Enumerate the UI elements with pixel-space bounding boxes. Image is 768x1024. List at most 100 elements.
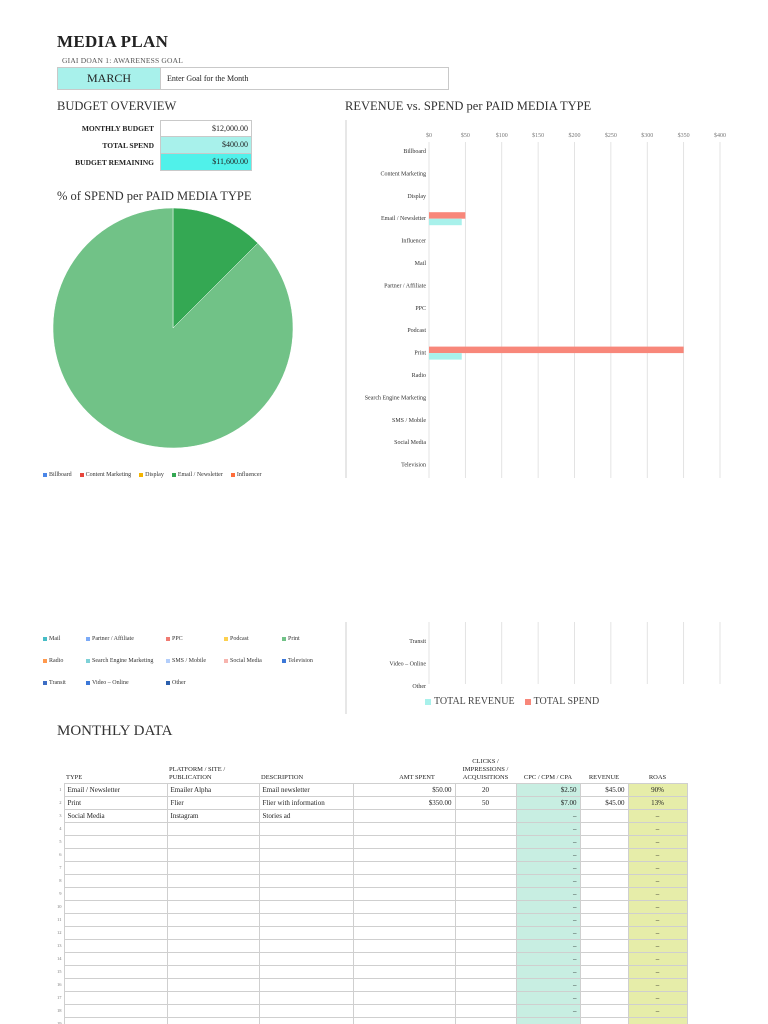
cell-amt[interactable] [352,952,456,966]
cell-clicks[interactable] [454,848,517,862]
cell-desc[interactable] [258,848,354,862]
cell-type[interactable]: Social Media [63,809,168,823]
cell-desc[interactable] [258,835,354,849]
cell-platform[interactable] [166,965,260,979]
cell-clicks[interactable] [454,926,517,940]
cell-amt[interactable] [352,848,456,862]
cell-amt[interactable] [352,874,456,888]
cell-amt[interactable] [352,991,456,1005]
cell-desc[interactable]: Email newsletter [258,783,354,797]
cell-desc[interactable] [258,1017,354,1024]
cell-type[interactable] [63,1017,168,1024]
cell-type[interactable]: Print [63,796,168,810]
cell-type[interactable] [63,965,168,979]
cell-rev[interactable] [579,913,629,927]
cell-amt[interactable]: $50.00 [352,783,456,797]
cell-platform[interactable] [166,952,260,966]
cell-clicks[interactable] [454,835,517,849]
cell-type[interactable] [63,822,168,836]
monthly-budget-value[interactable]: $12,000.00 [160,120,252,137]
cell-amt[interactable]: $350.00 [352,796,456,810]
cell-type[interactable] [63,900,168,914]
month-cell[interactable]: MARCH [57,67,161,90]
cell-rev[interactable] [579,926,629,940]
cell-desc[interactable]: Flier with information [258,796,354,810]
cell-platform[interactable] [166,835,260,849]
cell-rev[interactable] [579,835,629,849]
cell-clicks[interactable] [454,861,517,875]
cell-desc[interactable] [258,965,354,979]
cell-platform[interactable]: Flier [166,796,260,810]
cell-amt[interactable] [352,913,456,927]
cell-amt[interactable] [352,861,456,875]
cell-type[interactable] [63,835,168,849]
cell-desc[interactable] [258,952,354,966]
cell-rev[interactable] [579,1017,629,1024]
cell-type[interactable] [63,887,168,901]
cell-type[interactable] [63,1004,168,1018]
cell-type[interactable] [63,978,168,992]
cell-type[interactable] [63,913,168,927]
goal-input[interactable]: Enter Goal for the Month [160,67,449,90]
cell-clicks[interactable] [454,887,517,901]
cell-rev[interactable]: $45.00 [579,783,629,797]
cell-rev[interactable] [579,900,629,914]
cell-rev[interactable] [579,809,629,823]
cell-clicks[interactable] [454,939,517,953]
cell-amt[interactable] [352,887,456,901]
cell-desc[interactable] [258,926,354,940]
cell-clicks[interactable] [454,874,517,888]
cell-type[interactable] [63,952,168,966]
cell-type[interactable] [63,861,168,875]
cell-platform[interactable]: Instagram [166,809,260,823]
cell-amt[interactable] [352,1017,456,1024]
cell-type[interactable] [63,848,168,862]
cell-platform[interactable] [166,848,260,862]
cell-amt[interactable] [352,926,456,940]
cell-rev[interactable] [579,1004,629,1018]
cell-desc[interactable] [258,887,354,901]
cell-amt[interactable] [352,965,456,979]
cell-rev[interactable] [579,965,629,979]
cell-platform[interactable] [166,978,260,992]
cell-amt[interactable] [352,1004,456,1018]
cell-desc[interactable] [258,900,354,914]
cell-rev[interactable] [579,887,629,901]
cell-desc[interactable] [258,939,354,953]
cell-clicks[interactable] [454,1017,517,1024]
cell-platform[interactable] [166,1017,260,1024]
cell-clicks[interactable] [454,965,517,979]
cell-type[interactable] [63,926,168,940]
cell-amt[interactable] [352,809,456,823]
cell-clicks[interactable] [454,991,517,1005]
cell-platform[interactable] [166,1004,260,1018]
cell-rev[interactable] [579,952,629,966]
cell-platform[interactable] [166,900,260,914]
cell-amt[interactable] [352,835,456,849]
cell-clicks[interactable] [454,822,517,836]
cell-rev[interactable] [579,978,629,992]
cell-clicks[interactable] [454,978,517,992]
cell-rev[interactable]: $45.00 [579,796,629,810]
cell-platform[interactable] [166,874,260,888]
cell-amt[interactable] [352,822,456,836]
cell-platform[interactable]: Emailer Alpha [166,783,260,797]
cell-amt[interactable] [352,939,456,953]
cell-desc[interactable]: Stories ad [258,809,354,823]
cell-clicks[interactable] [454,913,517,927]
cell-amt[interactable] [352,978,456,992]
cell-desc[interactable] [258,861,354,875]
cell-clicks[interactable] [454,809,517,823]
cell-rev[interactable] [579,939,629,953]
cell-platform[interactable] [166,861,260,875]
cell-clicks[interactable] [454,900,517,914]
cell-platform[interactable] [166,926,260,940]
cell-type[interactable] [63,874,168,888]
cell-platform[interactable] [166,991,260,1005]
cell-platform[interactable] [166,939,260,953]
cell-clicks[interactable]: 20 [454,783,517,797]
cell-desc[interactable] [258,991,354,1005]
cell-clicks[interactable] [454,1004,517,1018]
cell-type[interactable] [63,991,168,1005]
cell-rev[interactable] [579,874,629,888]
